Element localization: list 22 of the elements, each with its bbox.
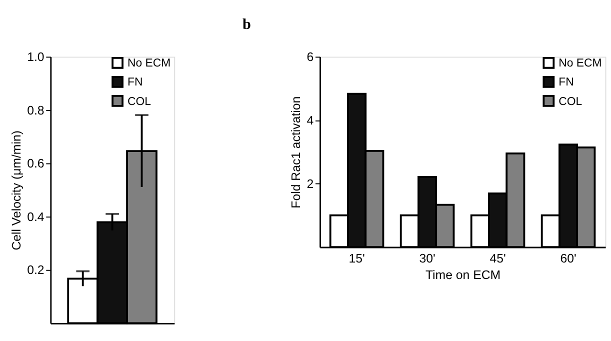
y-axis-title: Cell Velocity (μm/min) [9, 130, 24, 250]
legend-label: FN [558, 76, 574, 89]
legend-label: COL [558, 96, 582, 108]
y-tick-label: 0.2 [27, 263, 44, 278]
y-tick-label: 0.4 [27, 210, 44, 224]
x-axis-title: Time on ECM [425, 268, 501, 282]
x-tick-label: 45' [490, 252, 506, 266]
x-tick-label: 30' [419, 252, 436, 266]
y-tick-label: 2 [306, 176, 314, 191]
y-axis-title: Fold Rac1 activation [289, 96, 304, 208]
x-tick-label: 15' [348, 252, 365, 266]
y-tick-label: 0.8 [27, 103, 44, 118]
chart-title: b [242, 16, 251, 34]
x-tick-label: 60' [560, 252, 576, 266]
y-tick-label: 4 [306, 113, 314, 128]
y-tick-label: 0.6 [27, 156, 44, 171]
y-tick-label: 6 [306, 50, 314, 64]
legend-label: No ECM [558, 58, 602, 70]
y-tick-label: 1.0 [27, 50, 44, 64]
legend-label: COL [128, 96, 151, 108]
legend-label: No ECM [128, 58, 171, 70]
legend-label: FN [128, 76, 143, 89]
